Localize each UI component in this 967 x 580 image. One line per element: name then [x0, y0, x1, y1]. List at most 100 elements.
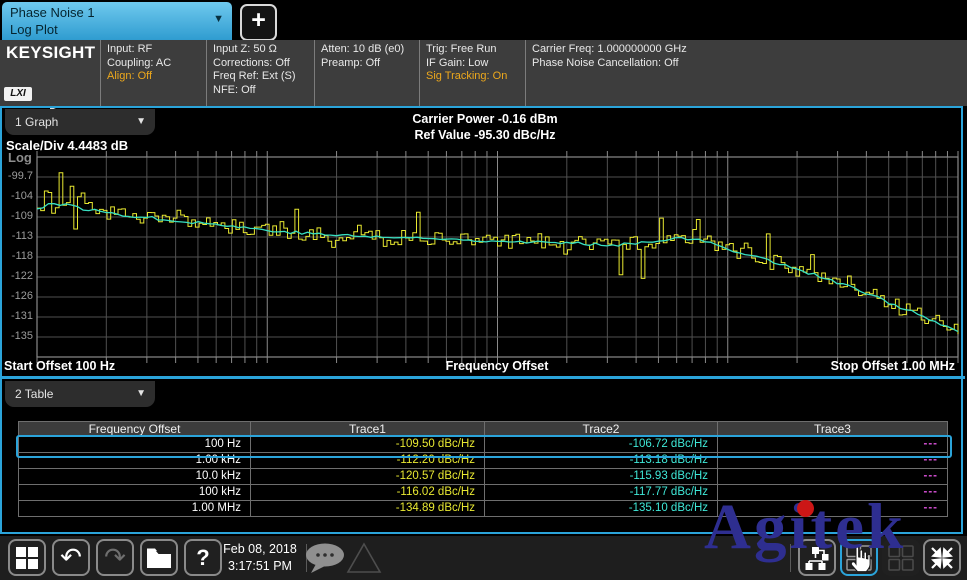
ref-value-readout: Ref Value -95.30 dBc/Hz: [414, 128, 556, 142]
table-cell: -112.20 dBc/Hz: [251, 453, 485, 469]
header-column: Atten: 10 dB (e0) Preamp: Off: [314, 40, 426, 106]
table-cell: -120.57 dBc/Hz: [251, 469, 485, 485]
y-tick-label: -113: [11, 230, 33, 242]
scale-per-div-readout: Scale/Div 4.4483 dB: [6, 138, 129, 153]
carrier-power-readout: Carrier Power -0.16 dBm: [412, 112, 558, 126]
add-measurement-button[interactable]: +: [240, 4, 277, 41]
file-browser-button[interactable]: [140, 539, 178, 576]
table-cell: 100 Hz: [18, 437, 251, 453]
table-cell: 1.00 kHz: [18, 453, 251, 469]
header-status-line: Atten: 10 dB (e0): [321, 43, 405, 55]
table-cell: -113.18 dBc/Hz: [485, 453, 718, 469]
header-status-line: Trig: Free Run: [426, 43, 497, 55]
y-axis-title: Log: [8, 150, 32, 165]
y-tick-label: -104: [10, 190, 33, 202]
table-cell: ---: [718, 485, 948, 501]
watermark-red-dot: [797, 500, 814, 517]
table-cell: 1.00 MHz: [18, 501, 251, 517]
node-tree-icon: [805, 546, 829, 570]
table-row[interactable]: 1.00 kHz -112.20 dBc/Hz -113.18 dBc/Hz ---: [18, 453, 948, 469]
taskbar-divider: [306, 544, 307, 572]
chevron-down-icon: ▼: [136, 388, 146, 399]
grid-2x2-icon: [888, 544, 914, 571]
table-cell: ---: [718, 469, 948, 485]
clock[interactable]: Feb 08, 2018 3:17:51 PM: [218, 541, 302, 575]
chevron-down-icon: ▼: [136, 116, 146, 127]
windows-start-button[interactable]: [8, 539, 46, 576]
redo-button[interactable]: ↷: [96, 539, 134, 576]
chevron-down-icon[interactable]: ▼: [213, 13, 224, 25]
help-button[interactable]: ?: [184, 539, 222, 576]
header-status-line: Sig Tracking: On: [426, 70, 508, 82]
table-cell: -117.77 dBc/Hz: [485, 485, 718, 501]
column-header[interactable]: Trace3: [718, 421, 948, 437]
header-column: Carrier Freq: 1.000000000 GHz Phase Noise…: [525, 40, 967, 106]
help-icon: ?: [196, 544, 210, 570]
table-cell: -109.50 dBc/Hz: [251, 437, 485, 453]
y-tick-label: -122: [10, 270, 33, 282]
collapse-arrows-icon: [931, 546, 953, 569]
undo-icon: ↶: [60, 542, 82, 573]
table-row[interactable]: 100 Hz -109.50 dBc/Hz -106.72 dBc/Hz ---: [18, 437, 948, 453]
measurement-setup-button[interactable]: [798, 539, 836, 576]
table-cell: -106.72 dBc/Hz: [485, 437, 718, 453]
layout-grid-button[interactable]: [882, 539, 920, 576]
header-status-line: Freq Ref: Ext (S): [213, 70, 296, 82]
table-row[interactable]: 100 kHz -116.02 dBc/Hz -117.77 dBc/Hz ---: [18, 485, 948, 501]
start-offset-label: Start Offset 100 Hz: [4, 359, 116, 373]
undo-button[interactable]: ↶: [52, 539, 90, 576]
y-tick-label: -131: [10, 310, 33, 322]
header-status-line: Carrier Freq: 1.000000000 GHz: [532, 43, 687, 55]
table-cell: ---: [718, 437, 948, 453]
tab-title: Phase Noise 1 Log Plot: [10, 4, 95, 38]
exit-fullscreen-button[interactable]: [923, 539, 961, 576]
header-status-line: IF Gain: Low: [426, 56, 489, 69]
taskbar-divider: [790, 544, 791, 572]
graph-window-selector[interactable]: 1 Graph ▼: [5, 109, 155, 135]
column-header[interactable]: Frequency Offset: [18, 421, 251, 437]
graph-selector-label: 1 Graph: [15, 115, 59, 129]
time-text: 3:17:51 PM: [228, 559, 292, 573]
measurement-tab[interactable]: Phase Noise 1 Log Plot ▼: [2, 2, 232, 40]
triangle-icon: [346, 542, 382, 573]
header-column: Input Z: 50 Ω Corrections: Off Freq Ref: E…: [206, 40, 321, 106]
window-arrange-button[interactable]: [840, 539, 878, 576]
y-tick-label: -135: [10, 330, 33, 342]
y-tick-label: -99.7: [7, 170, 33, 182]
status-header: KEYSIGHT LXI Input: RF Coupling: AC Align:…: [0, 40, 967, 118]
stop-offset-label: Stop Offset 1.00 MHz: [830, 359, 955, 373]
marker-table: Frequency Offset Trace1 Trace2 Trace3 100 Hz…: [18, 421, 948, 517]
window-divider[interactable]: [2, 376, 965, 379]
windows-logo-icon: [16, 546, 38, 569]
folder-icon: [147, 548, 171, 568]
tab-title-line2: Log Plot: [10, 22, 58, 37]
taskbar: ↶ ↷ ? Feb 08, 2018 3:17:51 PM: [0, 536, 967, 580]
y-tick-label: -126: [10, 290, 33, 302]
header-status-line: Phase Noise Cancellation: Off: [532, 56, 679, 69]
table-row[interactable]: 10.0 kHz -120.57 dBc/Hz -115.93 dBc/Hz ---: [18, 469, 948, 485]
table-cell: -115.93 dBc/Hz: [485, 469, 718, 485]
header-status-line: Input: RF: [107, 43, 153, 55]
table-cell: 10.0 kHz: [18, 469, 251, 485]
hand-cursor-icon: [850, 546, 871, 573]
table-window-selector[interactable]: 2 Table ▼: [5, 381, 155, 407]
header-column: Trig: Free Run IF Gain: Low Sig Tracking: …: [419, 40, 532, 106]
table-selector-label: 2 Table: [15, 387, 54, 401]
column-header[interactable]: Trace1: [251, 421, 485, 437]
date-text: Feb 08, 2018: [223, 542, 297, 556]
header-column: Input: RF Coupling: AC Align: Off: [100, 40, 213, 106]
keysight-logo: KEYSIGHT: [6, 43, 96, 62]
lxi-badge: LXI: [4, 87, 32, 101]
phase-noise-plot[interactable]: [35, 149, 963, 364]
table-cell: -135.10 dBc/Hz: [485, 501, 718, 517]
header-status-line: Preamp: Off: [321, 56, 381, 69]
tab-title-line1: Phase Noise 1: [10, 5, 95, 20]
table-header-row: Frequency Offset Trace1 Trace2 Trace3: [18, 421, 948, 437]
x-axis-label: Frequency Offset: [445, 359, 549, 373]
message-bubble-icon[interactable]: [303, 542, 349, 576]
redo-icon: ↷: [104, 542, 126, 573]
column-header[interactable]: Trace2: [485, 421, 718, 437]
y-tick-label: -109: [10, 210, 33, 222]
table-row[interactable]: 1.00 MHz -134.89 dBc/Hz -135.10 dBc/Hz ---: [18, 501, 948, 517]
